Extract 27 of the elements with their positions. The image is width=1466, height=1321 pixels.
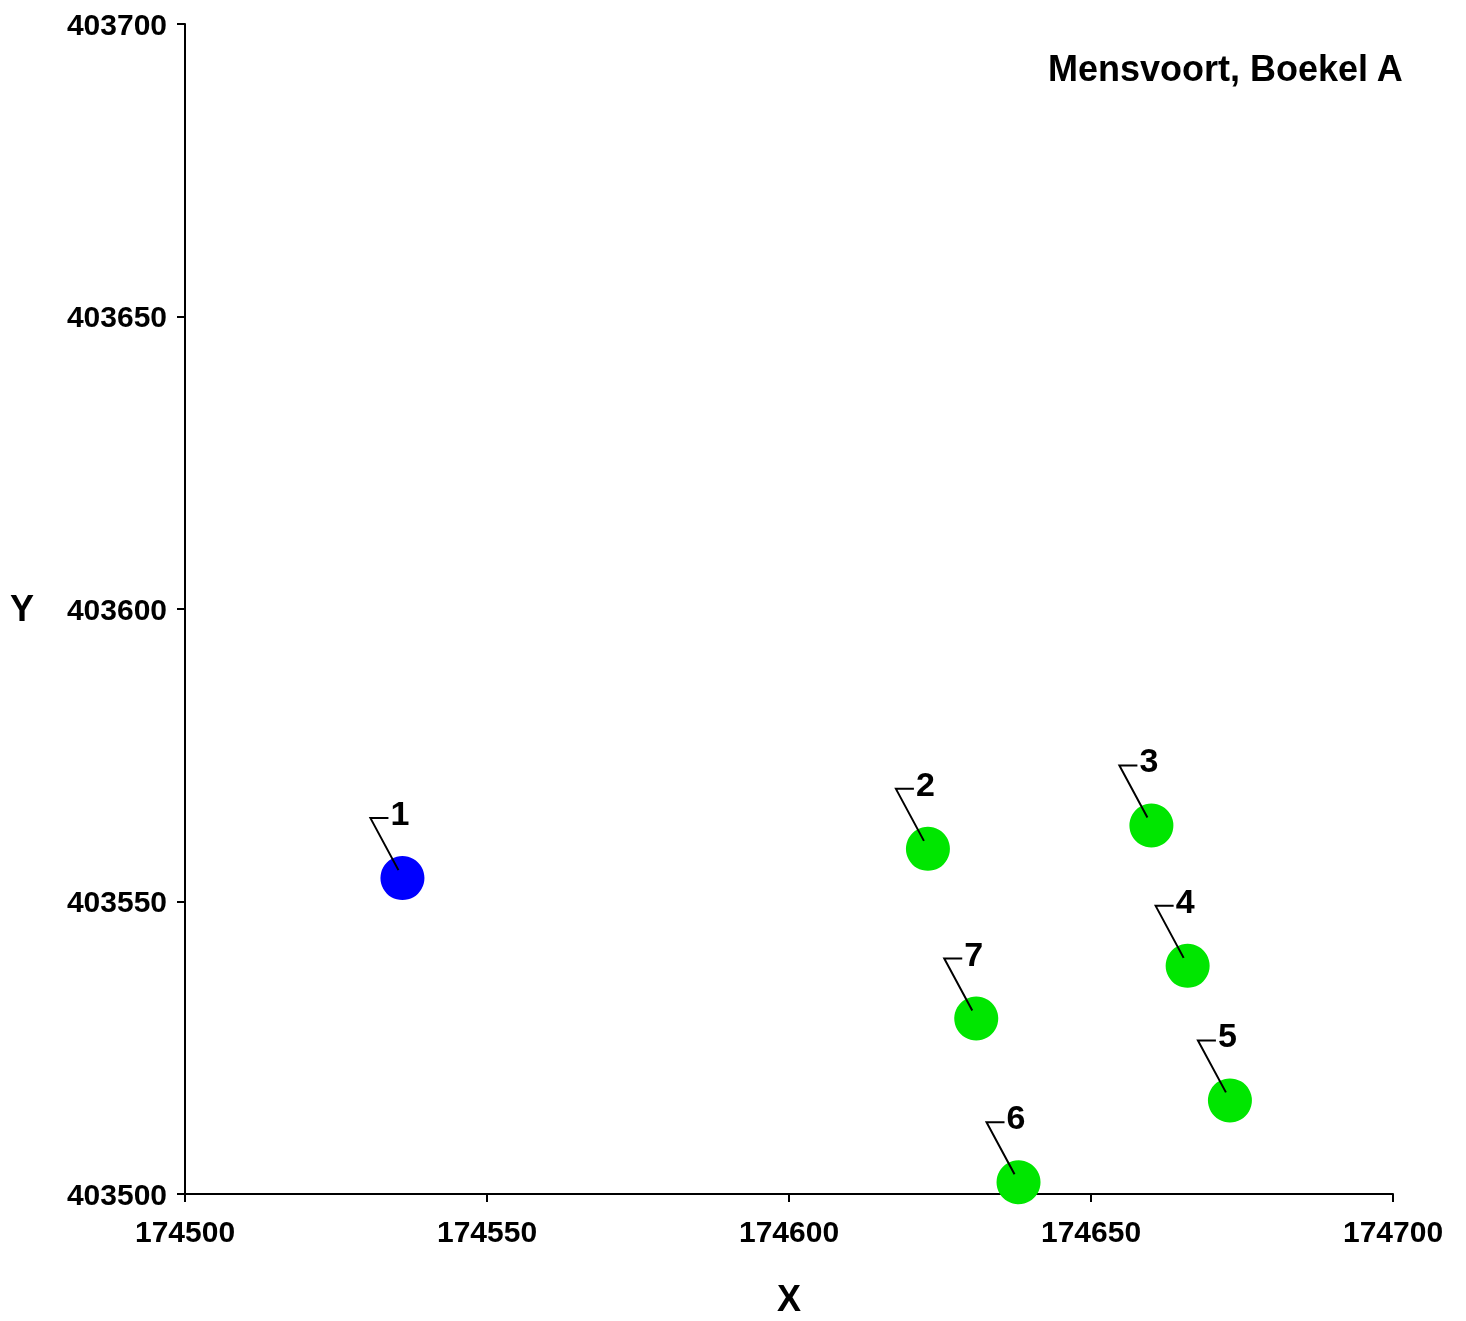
point [1129,803,1174,848]
y-tick-label: 403500 [66,1177,167,1211]
point [1207,1078,1252,1123]
annotation: 5 [1217,1016,1237,1055]
point [1165,943,1210,988]
annotation: 2 [915,764,935,803]
annotation: 1 [390,794,410,833]
annotation: 6 [1006,1098,1026,1137]
x-tick-label: 174700 [1342,1214,1444,1248]
y-axis-title: Y [10,587,35,629]
y-tick-label: 403650 [66,300,167,333]
x-tick-label: 174550 [436,1214,538,1248]
x-tick-label: 174500 [134,1214,236,1248]
y-tick-label: 403700 [66,7,167,41]
x-tick-label: 174600 [738,1214,840,1248]
y-tick-label: 403600 [66,592,167,626]
text: Mensvoort, Boekel A [1047,47,1403,89]
y-tick-label: 403550 [66,885,167,918]
x-axis-title: X [776,1277,802,1319]
point [954,996,999,1041]
x-tick-label: 174650 [1040,1214,1142,1248]
point [380,856,425,901]
annotation: 7 [964,934,984,973]
point [996,1160,1041,1205]
point [905,826,950,871]
annotation: 3 [1139,741,1159,780]
annotation: 4 [1175,881,1195,920]
